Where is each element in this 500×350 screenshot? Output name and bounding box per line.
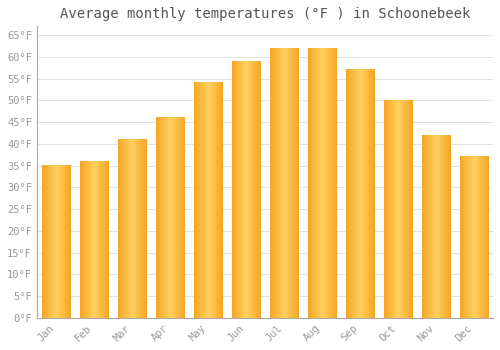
Bar [346,70,374,318]
Title: Average monthly temperatures (°F ) in Schoonebeek: Average monthly temperatures (°F ) in Sc… [60,7,470,21]
Bar [118,139,146,318]
Bar [194,83,222,318]
Bar [460,157,488,318]
Bar [308,48,336,318]
Bar [422,135,450,318]
Bar [384,100,412,318]
Bar [270,48,298,318]
Bar [42,166,70,318]
Bar [80,161,108,318]
Bar [156,118,184,318]
Bar [232,61,260,318]
